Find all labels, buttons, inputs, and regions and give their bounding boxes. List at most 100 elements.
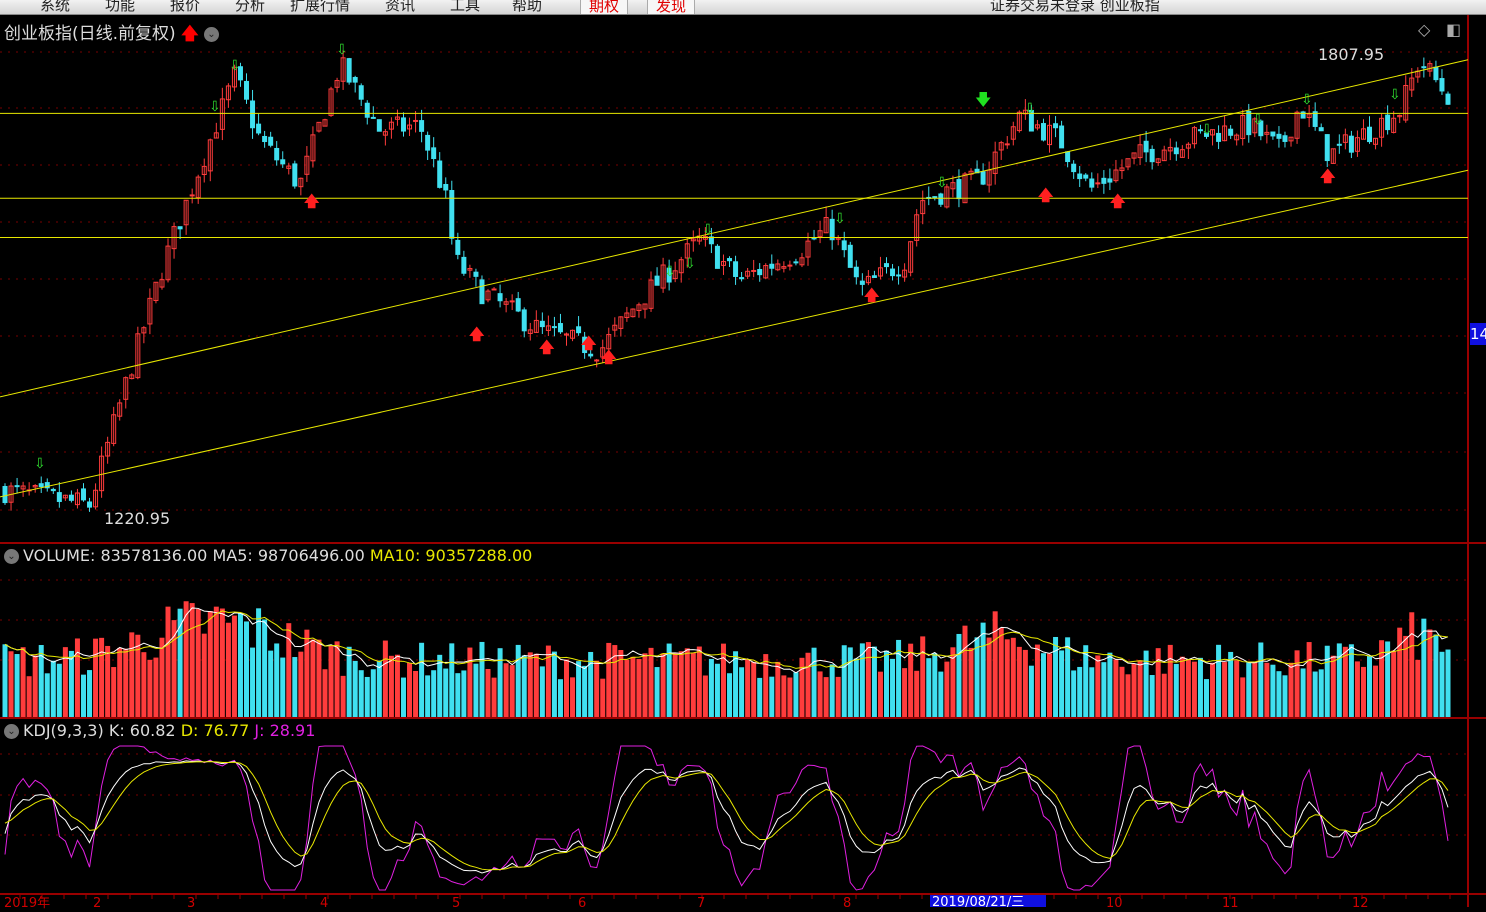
- volume-bar: [189, 603, 195, 717]
- candle-body: [20, 485, 26, 490]
- candle-body: [286, 165, 292, 169]
- green-down-arrow-icon: ⇩: [684, 256, 696, 272]
- volume-bar: [545, 645, 551, 717]
- volume-bar: [582, 665, 588, 717]
- candle-body: [1167, 146, 1173, 152]
- volume-bar: [316, 639, 322, 717]
- candle-body: [201, 165, 207, 175]
- volume-bar: [600, 678, 606, 717]
- candle-body: [358, 85, 364, 100]
- volume-bar: [503, 663, 509, 717]
- volume-bar: [1095, 655, 1101, 717]
- menu-analysis[interactable]: 分析: [235, 0, 266, 14]
- chevron-down-icon[interactable]: ⌄: [4, 549, 19, 564]
- candle-body: [708, 236, 714, 245]
- volume-bar: [1010, 637, 1016, 717]
- candle-body: [690, 238, 696, 242]
- volume-bar: [1083, 645, 1089, 717]
- candle-body: [1439, 78, 1445, 92]
- volume-bar: [1216, 644, 1222, 717]
- volume-bar: [244, 621, 250, 717]
- chevron-down-icon[interactable]: ⌄: [4, 724, 19, 739]
- volume-bar: [1397, 627, 1403, 717]
- green-down-arrow-icon: ⇩: [336, 42, 348, 58]
- volume-bar: [1004, 639, 1010, 717]
- volume-bar: [298, 651, 304, 717]
- candle-body: [159, 279, 165, 288]
- candle-body: [117, 402, 123, 417]
- candle-body: [570, 329, 576, 339]
- volume-bar: [920, 636, 926, 717]
- diamond-icon[interactable]: ◇: [1418, 20, 1431, 39]
- candle-body: [1276, 133, 1282, 139]
- menu-quote[interactable]: 报价: [170, 0, 201, 14]
- candle-body: [1143, 140, 1149, 153]
- panel-toggle-icon[interactable]: ◧: [1446, 20, 1462, 39]
- candle-body: [1312, 111, 1318, 127]
- candle-body: [666, 267, 672, 283]
- candle-body: [1342, 134, 1348, 143]
- menu-discover[interactable]: 发现: [647, 0, 696, 14]
- candle-body: [1077, 173, 1083, 180]
- menu-help[interactable]: 帮助: [512, 0, 543, 14]
- volume-bar: [491, 677, 497, 717]
- menu-news[interactable]: 资讯: [385, 0, 416, 14]
- candle-body: [455, 239, 461, 255]
- volume-bar: [533, 653, 539, 717]
- volume-bar: [733, 651, 739, 717]
- candle-body: [304, 155, 310, 175]
- volume-bar: [431, 670, 437, 717]
- date-label: 8: [843, 896, 852, 911]
- volume-bar: [467, 647, 473, 717]
- candle-body: [902, 269, 908, 278]
- volume-bar: [159, 637, 165, 717]
- volume-bar: [1234, 660, 1240, 717]
- volume-bar: [950, 647, 956, 717]
- volume-bar: [618, 650, 624, 717]
- kdj-k: K: 60.82: [108, 721, 176, 740]
- volume-bar: [153, 657, 159, 717]
- menu-system[interactable]: 系统: [40, 0, 71, 14]
- candle-body: [262, 135, 268, 143]
- candle-body: [1264, 131, 1270, 135]
- candle-body: [461, 256, 467, 274]
- volume-bar: [883, 650, 889, 717]
- candle-body: [684, 243, 690, 259]
- volume-bar: [841, 645, 847, 717]
- candle-body: [751, 269, 757, 272]
- candle-body: [346, 58, 352, 83]
- volume-bar: [564, 659, 570, 717]
- volume-bar: [660, 653, 666, 717]
- candle-body: [364, 102, 370, 118]
- chevron-down-icon[interactable]: ⌄: [203, 26, 219, 42]
- volume-bar: [1403, 635, 1409, 717]
- volume-bar: [1119, 666, 1125, 717]
- candle-body: [1161, 149, 1167, 162]
- volume-bar: [74, 638, 80, 717]
- candle-body: [407, 124, 413, 130]
- green-down-arrow-icon: ⇩: [34, 456, 46, 472]
- green-down-arrow-icon: ⇩: [664, 264, 676, 280]
- menu-extended-market[interactable]: 扩展行情: [290, 0, 351, 14]
- volume-bar: [292, 657, 298, 717]
- volume-bar: [1167, 644, 1173, 717]
- candle-body: [1107, 178, 1113, 183]
- menu-options[interactable]: 期权: [580, 0, 629, 14]
- volume-bar: [527, 652, 533, 717]
- candle-body: [793, 261, 799, 264]
- red-up-arrow-icon: 🡅: [1038, 186, 1054, 204]
- volume-bar: [1089, 667, 1095, 717]
- menu-function[interactable]: 功能: [105, 0, 136, 14]
- volume-bar: [322, 669, 328, 717]
- candle-body: [123, 377, 129, 400]
- volume-bar: [727, 673, 733, 717]
- chart-canvas[interactable]: ⇩⇩⇩⇩⇩ ⇩⇩⇩⇩⇩⇩⇩⇩ ⇩🡅🡅🡅 🡅🡅🡅🡅 🡅🡅🡇: [0, 15, 1486, 907]
- candle-body: [340, 57, 346, 82]
- menu-tools[interactable]: 工具: [450, 0, 481, 14]
- kdj-title: KDJ(9,3,3): [23, 721, 104, 740]
- candle-body: [111, 414, 117, 444]
- candle-body: [618, 316, 624, 329]
- date-label: 5: [452, 896, 461, 911]
- candle-body: [1083, 174, 1089, 179]
- max-price-label: 1807.95: [1318, 45, 1385, 64]
